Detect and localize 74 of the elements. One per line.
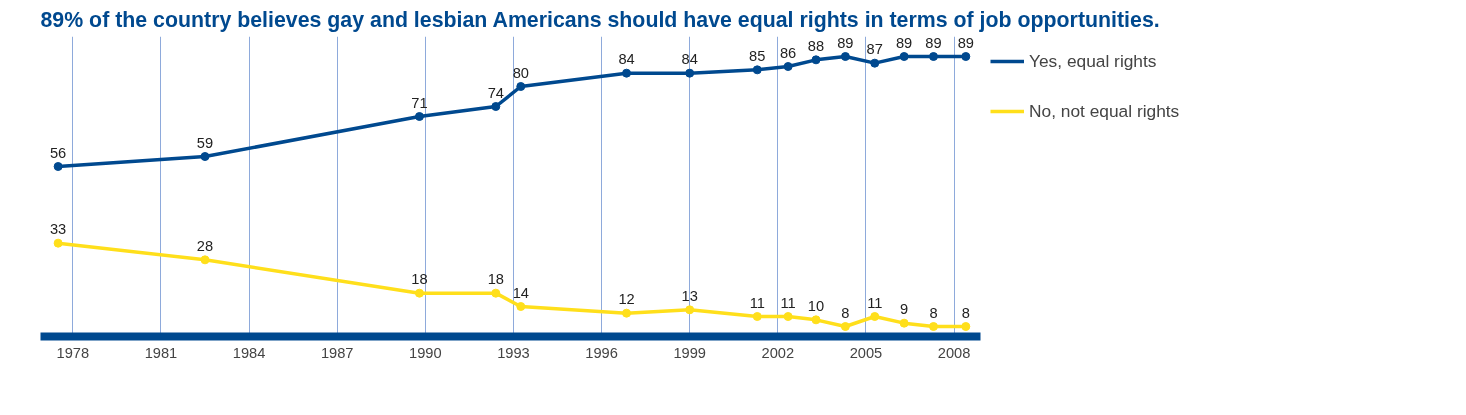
data-label: 80 — [512, 64, 529, 81]
x-tick-label: 1999 — [673, 344, 706, 361]
point — [752, 65, 762, 75]
x-tick-label: 2008 — [937, 344, 971, 361]
data-label: 10 — [807, 297, 825, 314]
point — [929, 52, 938, 61]
data-label: 89 — [837, 34, 854, 51]
point — [811, 55, 821, 65]
data-label: 86 — [779, 44, 797, 61]
point — [840, 322, 850, 331]
point — [811, 315, 821, 325]
point — [783, 312, 793, 321]
point — [899, 318, 909, 328]
data-label: 89 — [895, 34, 913, 51]
data-label: 84 — [681, 51, 698, 68]
point — [783, 62, 793, 71]
x-tick-label: 1981 — [144, 344, 178, 361]
point — [622, 308, 632, 318]
legend-label: No, not equal rights — [1029, 100, 1180, 122]
data-label: 13 — [681, 287, 698, 304]
point — [622, 68, 632, 78]
point — [752, 312, 762, 321]
point — [870, 312, 880, 321]
data-label: 33 — [49, 221, 67, 238]
x-tick-label: 1978 — [56, 344, 90, 361]
data-label: 59 — [196, 134, 214, 151]
point — [840, 52, 850, 61]
data-label: 8 — [841, 304, 850, 321]
data-label: 56 — [49, 144, 67, 161]
data-label: 8 — [961, 304, 970, 321]
x-tick-label: 1987 — [320, 344, 354, 361]
data-label: 74 — [487, 84, 504, 101]
x-tick-label: 2002 — [761, 344, 795, 361]
point — [929, 322, 938, 331]
data-label: 84 — [618, 51, 635, 68]
x-tick-label: 1984 — [232, 344, 266, 361]
point — [414, 288, 424, 298]
point — [53, 238, 63, 248]
data-label: 18 — [411, 271, 428, 288]
point — [491, 288, 501, 298]
point — [870, 58, 880, 68]
data-label: 11 — [780, 294, 796, 311]
point — [516, 302, 526, 311]
data-label: 28 — [196, 237, 214, 254]
data-label: 14 — [512, 284, 529, 301]
data-label: 12 — [618, 291, 635, 308]
data-label: 88 — [807, 37, 825, 54]
data-label: 71 — [411, 94, 428, 111]
point — [961, 322, 971, 331]
data-label: 85 — [749, 47, 766, 64]
point — [516, 82, 526, 91]
point — [53, 162, 63, 171]
point — [200, 255, 210, 265]
point — [685, 305, 695, 315]
point — [961, 52, 971, 61]
x-tick-label: 1996 — [585, 344, 618, 361]
x-tick-label: 2005 — [849, 344, 883, 361]
x-tick-label: 1993 — [497, 344, 530, 361]
point — [899, 52, 909, 61]
x-tick-label: 1990 — [409, 344, 442, 361]
data-label: 11 — [867, 294, 883, 311]
legend-label: Yes, equal rights — [1029, 50, 1157, 72]
point — [685, 68, 695, 78]
data-label: 87 — [866, 41, 883, 58]
data-label: 11 — [749, 294, 765, 311]
data-label: 9 — [900, 301, 909, 318]
point — [414, 112, 424, 121]
point — [491, 102, 501, 111]
data-label: 89 — [957, 34, 974, 51]
point — [200, 152, 210, 161]
data-label: 89 — [925, 34, 942, 51]
data-label: 18 — [487, 271, 504, 288]
chart-title: 89% of the country believes gay and lesbian Americans should have equal rights in terms of job opportunities. — [40, 7, 1160, 32]
data-label: 8 — [929, 304, 938, 321]
